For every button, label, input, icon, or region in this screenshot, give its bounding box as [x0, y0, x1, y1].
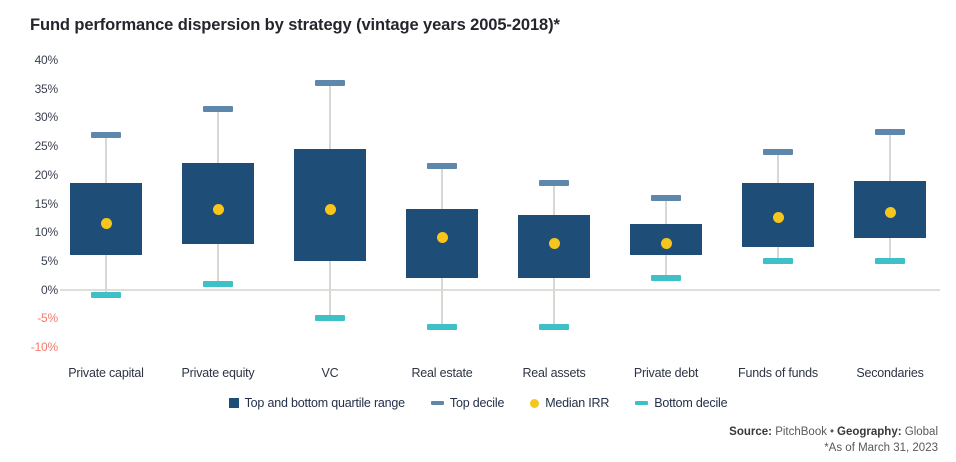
- legend-label-quartile-range: Top and bottom quartile range: [244, 396, 405, 410]
- y-axis-tick-label: 5%: [41, 253, 58, 268]
- median-irr-dot: [660, 238, 672, 250]
- bottom-decile-tick: [315, 315, 345, 322]
- quartile-range-box: [406, 209, 478, 279]
- legend: Top and bottom quartile range Top decile…: [0, 396, 956, 410]
- top-decile-tick: [763, 148, 793, 155]
- y-axis-tick-label: 10%: [34, 225, 59, 240]
- source-label: Source:: [729, 426, 772, 438]
- x-axis-category-label: Real estate: [411, 366, 473, 380]
- top-decile-tick: [539, 180, 569, 187]
- y-axis-tick-label: 35%: [34, 81, 59, 96]
- median-irr-dot: [548, 238, 560, 250]
- y-axis-tick-label: 20%: [34, 167, 59, 182]
- y-axis-tick-label: -5%: [37, 311, 58, 326]
- source-footer: Source: PitchBook • Geography: Global *As …: [729, 424, 938, 456]
- legend-item-median-irr: Median IRR: [530, 396, 609, 410]
- bottom-decile-swatch-icon: [635, 401, 649, 405]
- asof-line: *As of March 31, 2023: [824, 442, 938, 454]
- legend-item-bottom-decile: Bottom decile: [635, 396, 728, 410]
- quartile-range-swatch-icon: [228, 398, 239, 408]
- y-axis-tick-label: 0%: [41, 282, 58, 297]
- median-irr-dot: [212, 203, 224, 215]
- y-axis-tick-label: -10%: [30, 340, 58, 354]
- source-value: PitchBook: [772, 426, 827, 438]
- median-irr-dot: [100, 218, 112, 230]
- x-axis-category-label: Secondaries: [856, 366, 924, 380]
- geography-value: Global: [901, 426, 938, 438]
- bottom-decile-tick: [539, 323, 569, 330]
- top-decile-tick: [203, 105, 233, 112]
- median-irr-swatch-icon: [530, 398, 540, 408]
- x-axis-category-label: Real assets: [522, 366, 586, 380]
- bottom-decile-tick: [203, 280, 233, 287]
- x-axis-category-label: Funds of funds: [738, 366, 818, 380]
- median-irr-dot: [324, 203, 336, 215]
- legend-label-median-irr: Median IRR: [545, 396, 610, 410]
- bottom-decile-tick: [651, 275, 681, 282]
- legend-label-top-decile: Top decile: [449, 396, 505, 410]
- y-axis-tick-label: 25%: [34, 139, 59, 154]
- top-decile-tick: [875, 128, 905, 135]
- legend-label-bottom-decile: Bottom decile: [654, 396, 728, 410]
- x-axis-category-label: Private capital: [68, 366, 144, 380]
- zero-gridline: [60, 288, 940, 291]
- top-decile-swatch-icon: [430, 401, 444, 405]
- quartile-range-box: [182, 163, 254, 244]
- chart-title: Fund performance dispersion by strategy …: [30, 16, 560, 34]
- median-irr-dot: [436, 232, 448, 244]
- top-decile-tick: [651, 194, 681, 201]
- bullet-separator: •: [829, 426, 835, 438]
- x-axis-category-label: Private debt: [633, 366, 699, 380]
- geography-label: Geography:: [837, 426, 902, 438]
- y-axis-tick-label: 30%: [34, 110, 59, 125]
- legend-item-quartile-range: Top and bottom quartile range: [228, 396, 405, 410]
- x-axis-category-label: Private equity: [181, 366, 255, 380]
- bottom-decile-tick: [91, 292, 121, 299]
- y-axis-tick-label: 40%: [34, 53, 59, 67]
- top-decile-tick: [91, 131, 121, 138]
- legend-item-top-decile: Top decile: [430, 396, 505, 410]
- top-decile-tick: [315, 79, 345, 86]
- median-irr-dot: [772, 212, 784, 224]
- source-line: Source: PitchBook • Geography: Global: [729, 424, 938, 440]
- bottom-decile-tick: [763, 257, 793, 264]
- bottom-decile-tick: [875, 257, 905, 264]
- x-axis-category-label: VC: [321, 366, 339, 380]
- bottom-decile-tick: [427, 323, 457, 330]
- y-axis-tick-label: 15%: [34, 196, 59, 211]
- top-decile-tick: [427, 163, 457, 170]
- median-irr-dot: [884, 206, 896, 218]
